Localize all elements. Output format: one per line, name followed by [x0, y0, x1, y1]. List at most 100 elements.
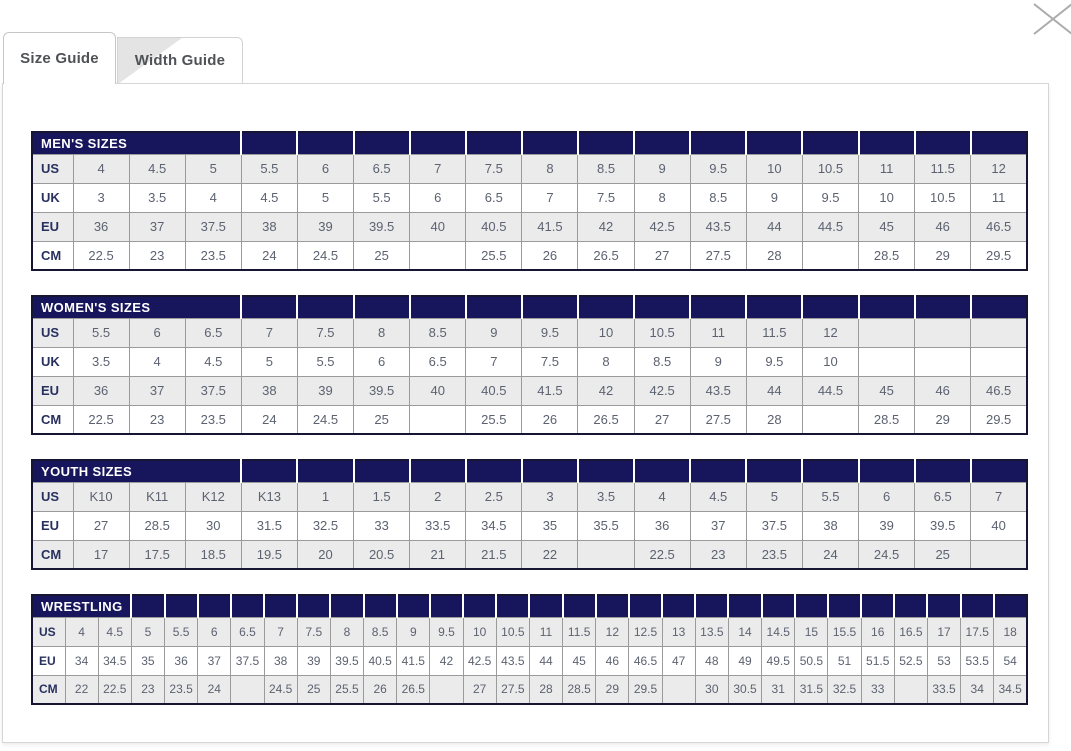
size-cell: 22 [521, 539, 579, 570]
size-cell: 23 [130, 674, 166, 705]
size-cell: 6.5 [353, 153, 411, 184]
size-cell: 6.5 [465, 182, 523, 213]
size-cell: 25 [353, 240, 411, 271]
table-wrestling: WRESTLING US 4 4.5 5 5.5 6 6.5 7 7.5 8 8.5 9 9.5 10 10.… [31, 594, 1028, 705]
size-cell: 11 [689, 317, 747, 348]
size-cell: 10.5 [633, 317, 691, 348]
size-cell: 40 [409, 211, 467, 242]
size-cell [970, 317, 1028, 348]
header-cell [520, 296, 578, 319]
table-row-eu: EU 34 34.5 35 36 37 37.5 38 39 39.5 40.5 41.5 42 42.5… [31, 645, 1028, 676]
size-cell: 7.5 [296, 317, 355, 348]
tab-size-guide[interactable]: Size Guide [3, 32, 116, 84]
size-cell: 5.5 [240, 153, 298, 184]
size-cell: 28 [745, 240, 803, 271]
size-cell: 6.5 [184, 317, 242, 348]
header-cell [633, 132, 691, 155]
size-cell: 9.5 [429, 616, 464, 647]
size-cell: 9.5 [745, 346, 803, 377]
header-cell [296, 296, 354, 319]
size-cell: 25.5 [465, 240, 523, 271]
size-cell: 39 [858, 510, 916, 541]
header-cell [196, 595, 231, 618]
size-cell: 40.5 [465, 375, 523, 406]
size-cell [858, 317, 916, 348]
size-cell: 26 [363, 674, 398, 705]
table-row-cm: CM 17 17.5 18.5 19.5 20 20.5 21 21.5 22 22.5 23 23.5… [31, 539, 1028, 570]
size-cell: 16 [860, 616, 895, 647]
close-icon[interactable] [1031, 0, 1071, 40]
size-cell: 39.5 [329, 645, 365, 676]
size-cell: 6 [858, 481, 916, 512]
size-cell: 36 [72, 375, 130, 406]
header-cell [408, 296, 466, 319]
size-cell [661, 674, 696, 705]
size-cell: 28.5 [128, 510, 186, 541]
size-cell: 7 [465, 346, 523, 377]
size-cell: 44.5 [801, 211, 860, 242]
size-cell: 8.5 [633, 346, 691, 377]
size-cell: 10 [858, 182, 916, 213]
header-cell [857, 460, 915, 483]
size-cell: 42.5 [633, 375, 691, 406]
size-cell [429, 674, 464, 705]
size-cell: 44 [745, 211, 803, 242]
table-womens-sizes: WOMEN'S SIZES US 5.5 6 6.5 7 7.5 8 8.5 9 9.5 10 10.5… [31, 295, 1028, 435]
table-header-row: MEN'S SIZES [32, 132, 1027, 155]
row-label: CM [31, 539, 74, 570]
size-cell: 22.5 [97, 674, 132, 705]
size-cell: 27.5 [495, 674, 530, 705]
header-cell [263, 595, 298, 618]
size-cell: 45 [562, 645, 597, 676]
size-cell: 23 [689, 539, 747, 570]
size-cell: 28.5 [562, 674, 597, 705]
size-cell: 53.5 [960, 645, 995, 676]
size-cell: 36 [72, 211, 130, 242]
size-cell: 8 [521, 153, 579, 184]
size-cell: 54 [993, 645, 1028, 676]
size-cell: 6 [296, 153, 355, 184]
header-cell [528, 595, 563, 618]
size-cell: 42 [577, 211, 635, 242]
size-cell: 51.5 [860, 645, 895, 676]
row-label: US [31, 317, 74, 348]
table-title: WOMEN'S SIZES [32, 296, 242, 319]
size-cell: 23.5 [745, 539, 803, 570]
size-cell: 10 [745, 153, 803, 184]
size-cell: 6 [409, 182, 467, 213]
size-cell: 2 [409, 481, 467, 512]
table-row-uk: UK 3.5 4 4.5 5 5.5 6 6.5 7 7.5 8 8.5 9 9.5 10 [31, 346, 1028, 377]
table-header-row: YOUTH SIZES [32, 460, 1027, 483]
header-cell [627, 595, 663, 618]
size-cell: 9 [633, 153, 691, 184]
header-cell [689, 132, 747, 155]
size-cell: 3 [521, 481, 579, 512]
header-cell [857, 296, 915, 319]
size-cell: 34.5 [993, 674, 1028, 705]
size-cell: 3 [72, 182, 130, 213]
size-cell: 10.5 [495, 616, 530, 647]
size-cell: 37 [128, 211, 186, 242]
header-cell [352, 132, 410, 155]
size-cell: 12 [970, 153, 1028, 184]
size-cell: 7.5 [465, 153, 523, 184]
size-cell: 16.5 [893, 616, 928, 647]
table-title: MEN'S SIZES [32, 132, 242, 155]
header-cell [296, 595, 331, 618]
size-cell: 37 [128, 375, 186, 406]
size-cell: 8.5 [689, 182, 747, 213]
size-cell: 38 [801, 510, 860, 541]
size-cell: 5.5 [72, 317, 130, 348]
size-cell: 4.5 [689, 481, 747, 512]
header-cell [352, 460, 410, 483]
header-cell [520, 460, 578, 483]
size-cell: 5.5 [164, 616, 199, 647]
size-cell [577, 539, 635, 570]
size-cell: 43.5 [689, 211, 747, 242]
size-cell: 46.5 [970, 375, 1028, 406]
size-cell: 33.5 [409, 510, 467, 541]
tab-width-guide[interactable]: Width Guide [117, 37, 243, 83]
size-cell [801, 240, 860, 271]
header-cell [926, 595, 961, 618]
size-cell: 28.5 [858, 240, 916, 271]
